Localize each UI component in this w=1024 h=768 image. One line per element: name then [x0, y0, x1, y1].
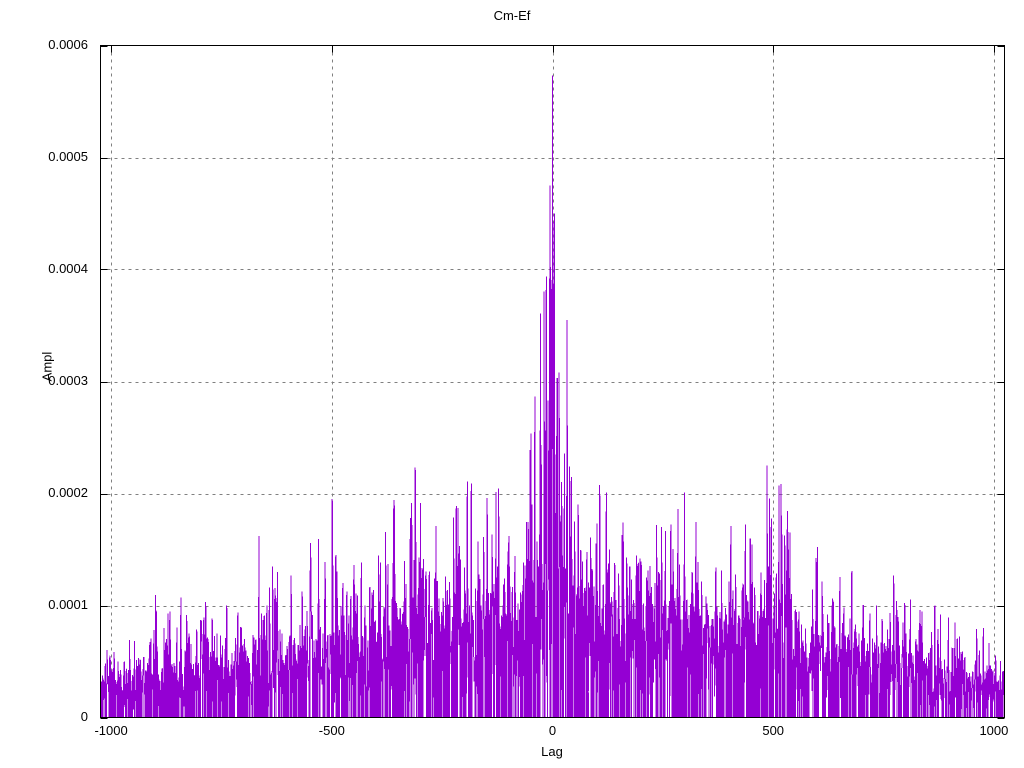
x-tick-label: 500 [762, 723, 785, 738]
y-tick-label: 0.0006 [48, 36, 88, 52]
y-tick-label: 0 [80, 708, 88, 724]
data-series-trace [100, 75, 1005, 718]
y-tick-label: 0.0004 [48, 260, 88, 276]
y-tick-label: 0.0003 [48, 372, 88, 388]
x-tick-label: 1000 [979, 723, 1009, 738]
x-tick-label: -1000 [94, 723, 128, 738]
x-tick-label: -500 [318, 723, 345, 738]
y-tick-label: 0.0002 [48, 484, 88, 500]
chart-title: Cm-Ef [493, 8, 531, 23]
y-tick-label: 0.0001 [48, 596, 88, 612]
x-tick-label: 0 [548, 723, 557, 738]
y-tick-label: 0.0005 [48, 148, 88, 164]
x-axis-label: Lag [541, 744, 563, 759]
plot-border [100, 45, 1005, 718]
